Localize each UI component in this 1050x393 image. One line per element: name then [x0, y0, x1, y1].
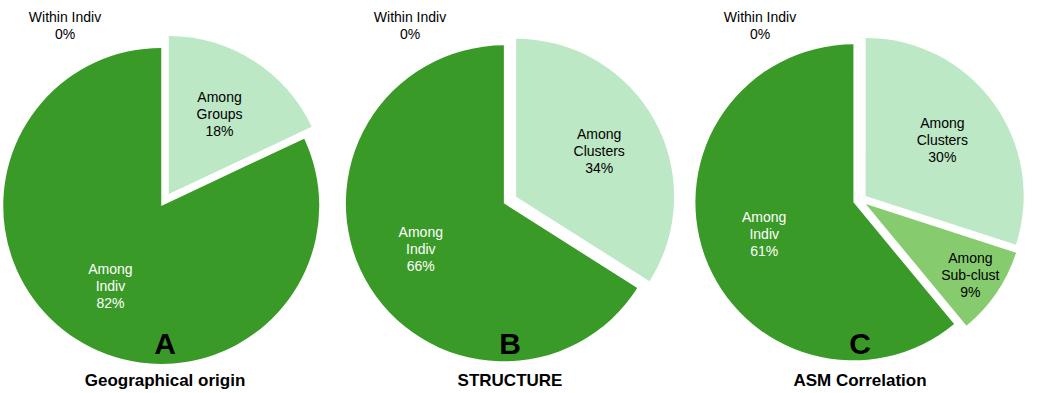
svg-text:Within Indiv0%: Within Indiv0% — [724, 9, 796, 42]
svg-text:Within Indiv0%: Within Indiv0% — [29, 9, 101, 42]
svg-text:AmongClusters34%: AmongClusters34% — [574, 126, 625, 176]
svg-text:AmongGroups18%: AmongGroups18% — [197, 89, 243, 139]
html-text:A: A — [154, 327, 176, 360]
svg-text:Within Indiv0%: Within Indiv0% — [374, 9, 446, 42]
svg-text:AmongClusters30%: AmongClusters30% — [917, 115, 968, 165]
html-text:Geographical origin: Geographical origin — [84, 371, 246, 390]
html-text:STRUCTURE: STRUCTURE — [457, 371, 563, 390]
svg-text:AmongIndiv66%: AmongIndiv66% — [399, 224, 443, 274]
html-text:B: B — [499, 327, 521, 360]
html-text:C: C — [849, 327, 871, 360]
svg-text:AmongSub-clust9%: AmongSub-clust9% — [941, 250, 999, 300]
html-text:ASM Correlation: ASM Correlation — [793, 371, 927, 390]
svg-text:AmongIndiv82%: AmongIndiv82% — [88, 261, 132, 311]
svg-text:AmongIndiv61%: AmongIndiv61% — [742, 209, 786, 259]
